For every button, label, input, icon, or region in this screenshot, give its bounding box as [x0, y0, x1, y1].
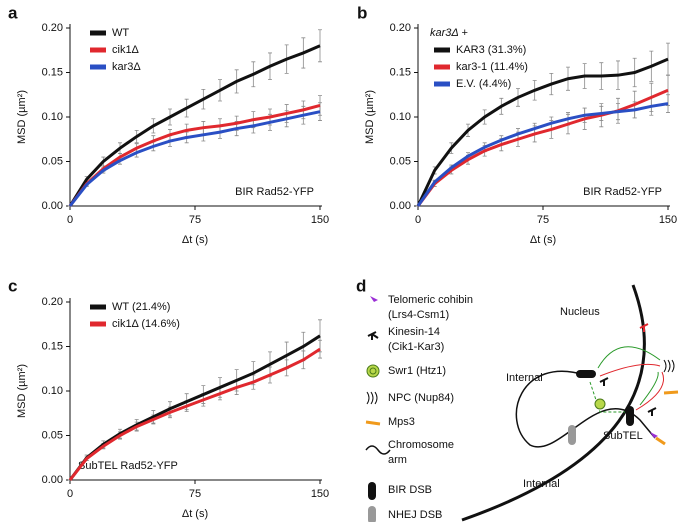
panel-letter: b [357, 3, 367, 22]
y-tick-label: 0.05 [42, 429, 63, 441]
series-line [68, 334, 321, 481]
x-tick-label: 75 [537, 214, 549, 226]
legend-text: Chromosome [388, 439, 454, 451]
series-line [68, 103, 321, 207]
x-axis-label: Δt (s) [182, 234, 208, 246]
diagram: d [356, 276, 679, 524]
y-tick-label: 0.15 [42, 66, 63, 78]
series-line [416, 57, 669, 207]
diagram-label: Internal [506, 372, 543, 384]
y-tick-label: 0.20 [42, 296, 63, 308]
legend-title: kar3Δ + [430, 27, 468, 39]
series-line [68, 44, 321, 207]
nhej-dsb [568, 425, 576, 445]
legend-text: Mps3 [388, 416, 415, 428]
legend-subtext: (Cik1-Kar3) [388, 341, 444, 353]
y-tick-label: 0.20 [390, 22, 411, 34]
series-line [416, 102, 669, 207]
x-tick-label: 150 [311, 488, 329, 500]
y-tick-label: 0.00 [42, 200, 63, 212]
legend-label: cik1Δ (14.6%) [112, 318, 180, 330]
arrow [639, 371, 659, 406]
annotation: BIR Rad52-YFP [583, 186, 662, 198]
nuclear-envelope [461, 284, 646, 522]
diagram-label: Nucleus [560, 306, 600, 318]
y-axis-label: MSD (µm²) [16, 90, 28, 144]
legend-label: WT (21.4%) [112, 301, 170, 313]
kinesin [639, 323, 649, 332]
y-axis-label: MSD (µm²) [364, 90, 376, 144]
swr1 [594, 398, 606, 410]
y-tick-label: 0.00 [42, 474, 63, 486]
cohibin-icon [370, 296, 378, 302]
legend-subtext: (Lrs4-Csm1) [388, 309, 449, 321]
cohibin [650, 432, 658, 438]
panel-letter: a [8, 3, 18, 22]
y-tick-label: 0.10 [42, 385, 63, 397]
series-line [68, 347, 321, 481]
annotation: BIR Rad52-YFP [235, 186, 314, 198]
x-tick-label: 150 [311, 214, 329, 226]
arrow [589, 381, 625, 413]
series-line [68, 110, 321, 207]
y-tick-label: 0.05 [390, 155, 411, 167]
nhej-dsb-icon [368, 506, 376, 524]
panel-letter: d [356, 276, 366, 295]
x-axis-label: Δt (s) [182, 508, 208, 520]
npc-icon [366, 391, 378, 405]
x-tick-label: 150 [659, 214, 677, 226]
diagram-label: SubTEL [603, 430, 643, 442]
kinesin [599, 377, 609, 386]
bir-dsb [576, 370, 596, 378]
y-tick-label: 0.00 [390, 200, 411, 212]
kinesin [647, 407, 657, 416]
arrow [597, 346, 661, 369]
y-tick-label: 0.20 [42, 22, 63, 34]
legend-label: KAR3 (31.3%) [456, 44, 526, 56]
y-tick-label: 0.05 [42, 155, 63, 167]
x-tick-label: 75 [189, 488, 201, 500]
legend-text: BIR DSB [388, 484, 432, 496]
chromosome-arm [515, 370, 656, 448]
arrow [635, 371, 664, 411]
legend-label: cik1Δ [112, 44, 140, 56]
panel-letter: c [8, 276, 17, 295]
legend-text: NPC (Nup84) [388, 392, 454, 404]
legend-text: Kinesin-14 [388, 326, 440, 338]
legend-label: E.V. (4.4%) [456, 78, 511, 90]
series-line [416, 88, 669, 207]
y-axis-label: MSD (µm²) [16, 364, 28, 418]
y-tick-label: 0.10 [390, 111, 411, 123]
npc [663, 359, 675, 373]
legend-label: WT [112, 27, 129, 39]
y-tick-label: 0.15 [390, 66, 411, 78]
swr1-icon [366, 364, 380, 378]
legend-subtext: arm [388, 454, 407, 466]
x-axis-label: Δt (s) [530, 234, 556, 246]
legend-text: Swr1 (Htz1) [388, 365, 446, 377]
kinesin-icon [367, 331, 379, 340]
annotation: SubTEL Rad52-YFP [78, 460, 178, 472]
x-tick-label: 75 [189, 214, 201, 226]
legend-label: kar3Δ [112, 61, 141, 73]
mps3-icon [365, 420, 381, 426]
swr1-icon-inner [369, 367, 377, 375]
x-tick-label: 0 [415, 214, 421, 226]
diagram-label: Internal [523, 478, 560, 490]
legend-text: NHEJ DSB [388, 509, 442, 521]
bir-dsb-icon [368, 482, 376, 500]
y-tick-label: 0.10 [42, 111, 63, 123]
arrow [599, 363, 661, 377]
bir-dsb [626, 406, 634, 426]
mps3 [663, 390, 679, 395]
legend-label: kar3-1 (11.4%) [456, 61, 528, 73]
x-tick-label: 0 [67, 214, 73, 226]
legend-text: Telomeric cohibin [388, 294, 473, 306]
y-tick-label: 0.15 [42, 340, 63, 352]
mps3 [655, 436, 666, 446]
chromosome-icon [365, 445, 391, 455]
x-tick-label: 0 [67, 488, 73, 500]
